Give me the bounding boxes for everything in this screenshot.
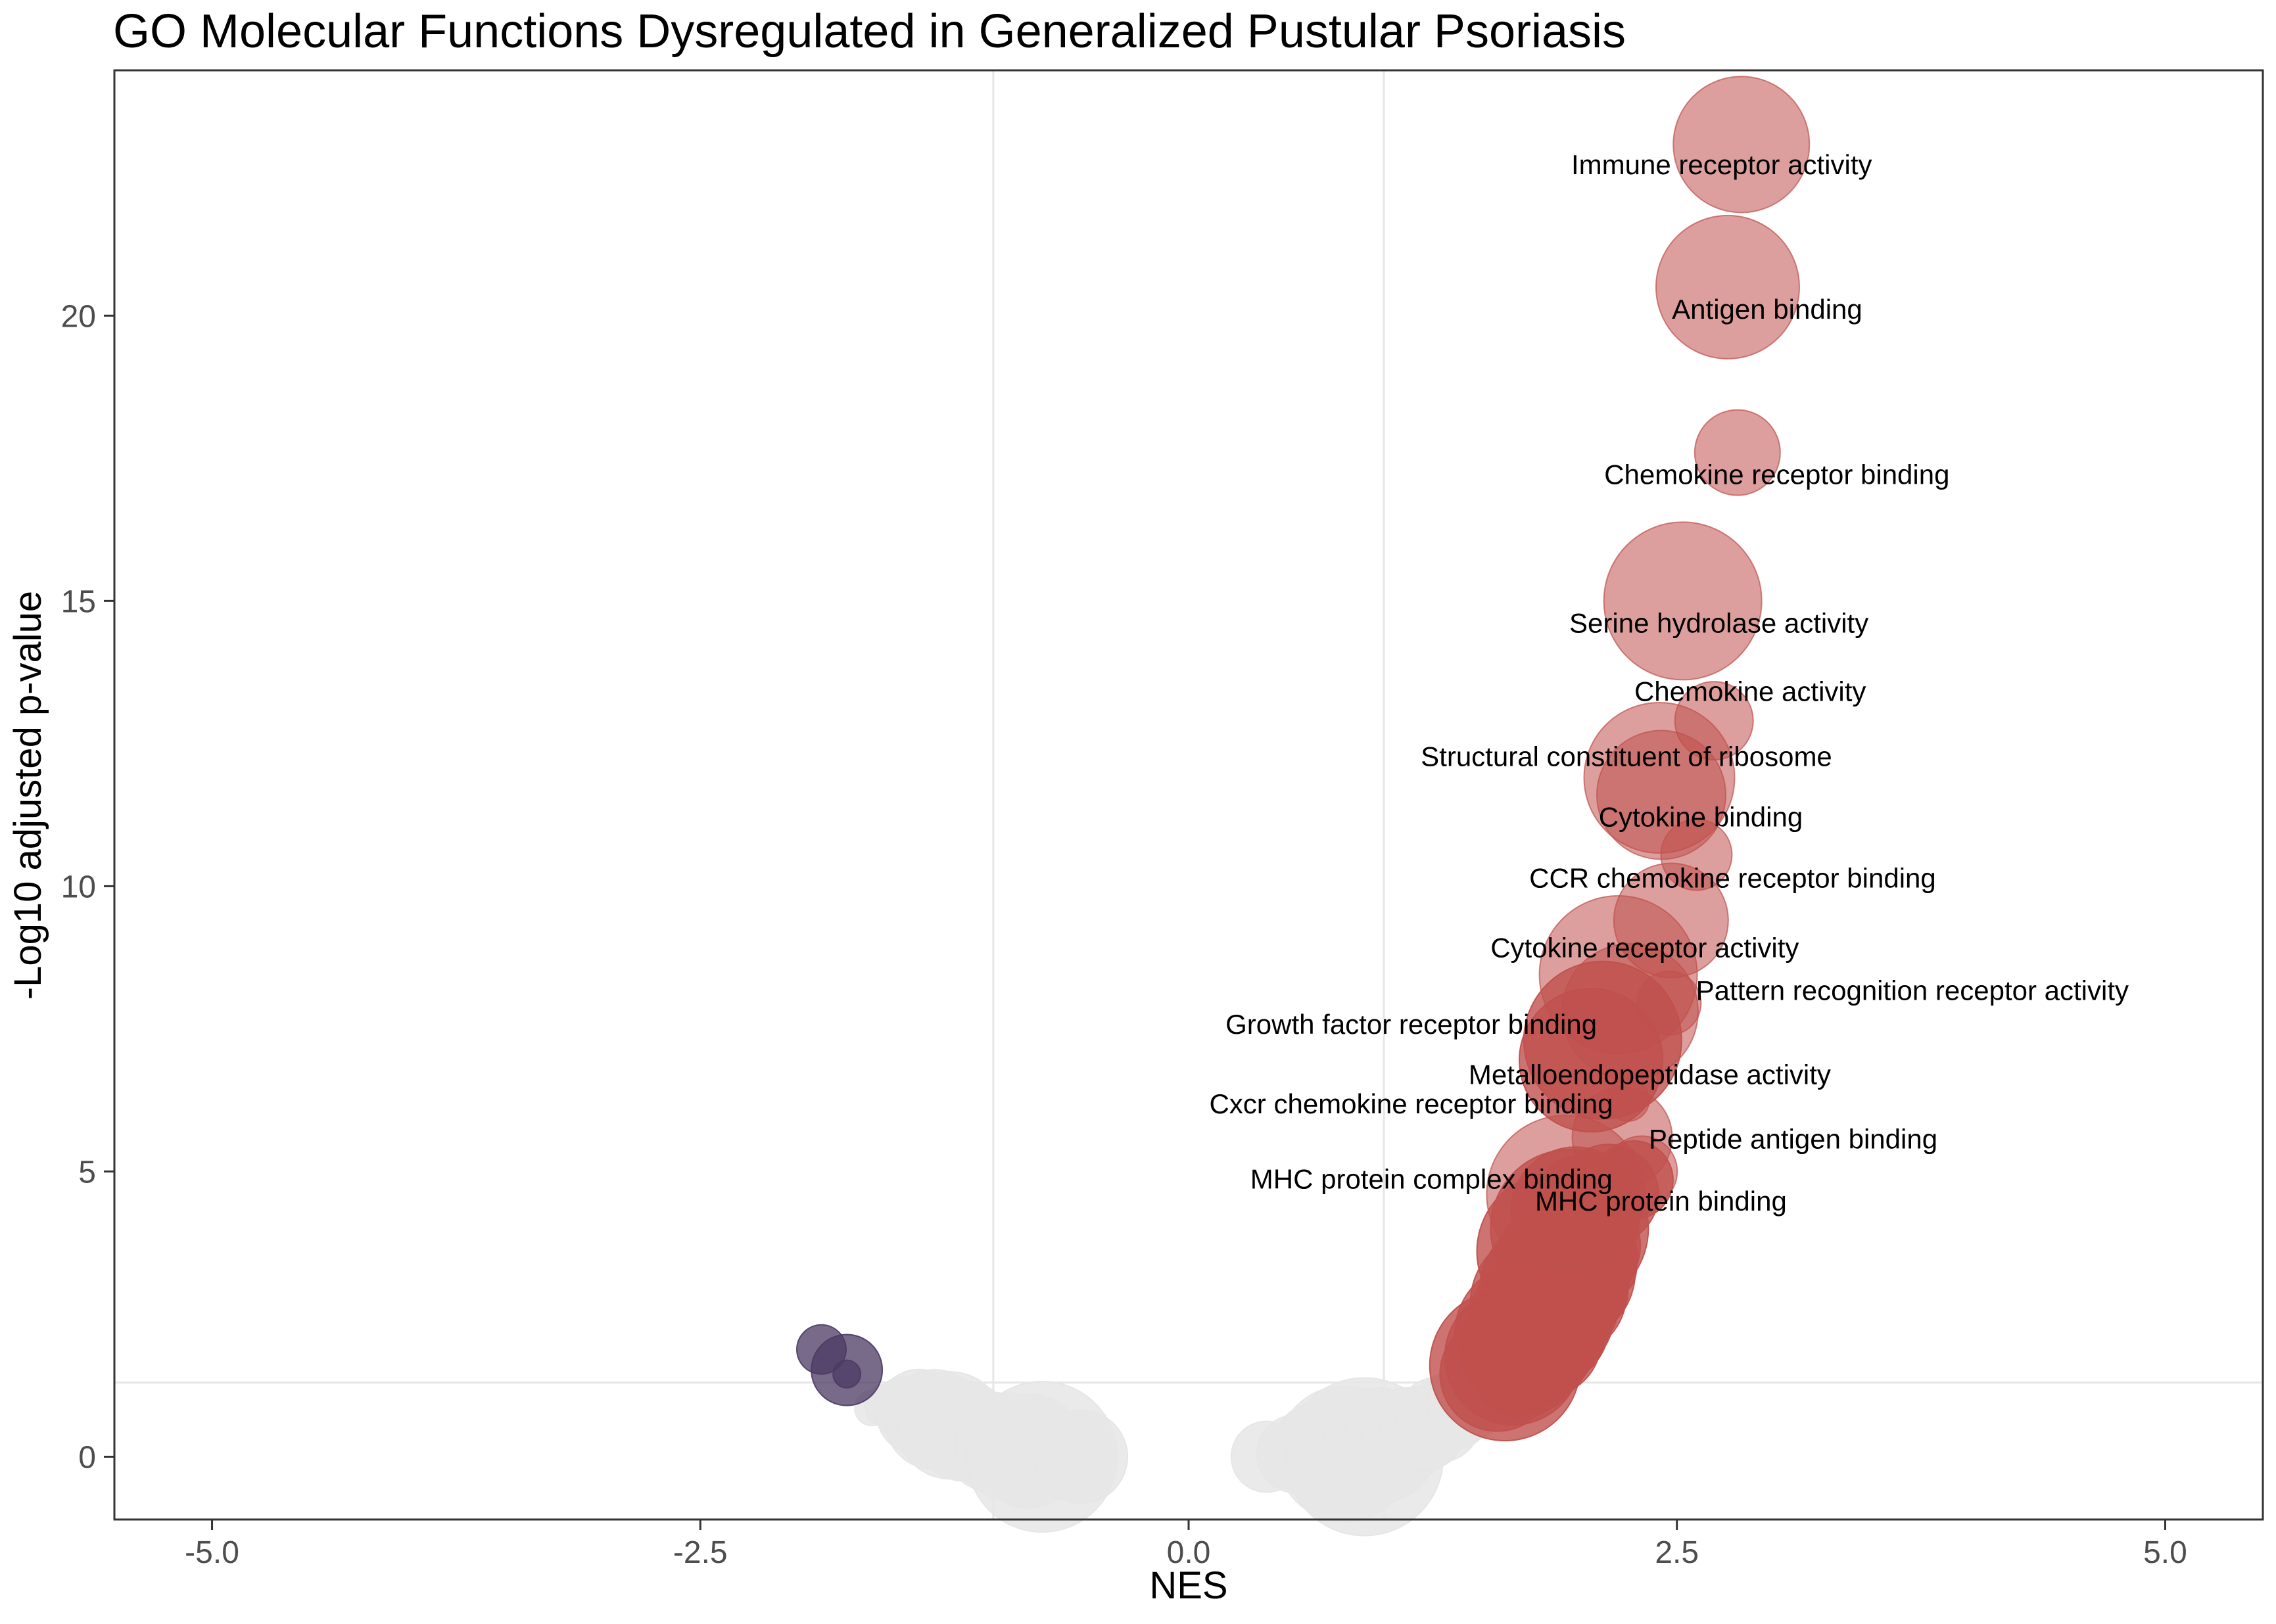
point-label: Antigen binding — [1672, 294, 1862, 325]
labeled-point — [1605, 1135, 1678, 1208]
y-tick-label: 20 — [61, 299, 96, 334]
x-tick-label: -2.5 — [673, 1535, 728, 1570]
point-label: Chemokine activity — [1634, 676, 1866, 707]
x-tick-label: 0.0 — [1167, 1535, 1211, 1570]
y-tick-label: 5 — [78, 1155, 96, 1190]
labeled-point — [1603, 521, 1763, 681]
ns-point — [1034, 1410, 1129, 1504]
chart-title: GO Molecular Functions Dysregulated in G… — [113, 5, 1626, 58]
labeled-point — [1660, 818, 1733, 891]
point-label: Growth factor receptor binding — [1225, 1009, 1597, 1040]
labeled-point — [1674, 681, 1754, 761]
labeled-point — [1636, 970, 1702, 1036]
point-label: Peptide antigen binding — [1649, 1123, 1937, 1154]
point-label: Cxcr chemokine receptor binding — [1209, 1088, 1613, 1119]
point-label: CCR chemokine receptor binding — [1529, 863, 1936, 894]
y-axis: 0 5 10 15 20 — [61, 299, 114, 1475]
point-label: Chemokine receptor binding — [1604, 459, 1949, 490]
labeled-point — [1694, 409, 1781, 496]
reference-lines — [114, 70, 2263, 1520]
point-labels: Immune receptor activity Antigen binding C… — [1209, 149, 2129, 1217]
labeled-point — [1606, 1078, 1650, 1122]
point-label: Structural constituent of ribosome — [1421, 741, 1832, 772]
x-tick-label: -5.0 — [185, 1535, 239, 1570]
y-axis-title: -Log10 adjusted p-value — [7, 591, 49, 1000]
point-label: Cytokine binding — [1599, 802, 1803, 833]
y-tick-label: 10 — [61, 870, 96, 904]
y-tick-label: 15 — [61, 584, 96, 619]
labeled-point — [1672, 76, 1811, 214]
point-label: MHC protein complex binding — [1250, 1163, 1613, 1194]
point-label: Metalloendopeptidase activity — [1469, 1059, 1831, 1090]
point-label: Immune receptor activity — [1571, 149, 1872, 180]
point-label: Cytokine receptor activity — [1490, 932, 1799, 963]
point-label: Serine hydrolase activity — [1569, 607, 1868, 638]
point-label: Pattern recognition receptor activity — [1696, 975, 2129, 1006]
up-point — [1500, 1343, 1565, 1408]
labeled-point — [1655, 214, 1800, 360]
x-tick-label: 2.5 — [1655, 1535, 1699, 1570]
x-tick-label: 5.0 — [2143, 1535, 2187, 1570]
x-axis: -5.0 -2.5 0.0 2.5 5.0 — [185, 1520, 2187, 1570]
x-axis-title: NES — [1149, 1564, 1227, 1607]
down-point — [832, 1359, 862, 1389]
plot-panel — [113, 69, 2264, 1521]
y-tick-label: 0 — [78, 1441, 96, 1475]
points — [795, 76, 1811, 1537]
point-label: MHC protein binding — [1535, 1186, 1787, 1217]
